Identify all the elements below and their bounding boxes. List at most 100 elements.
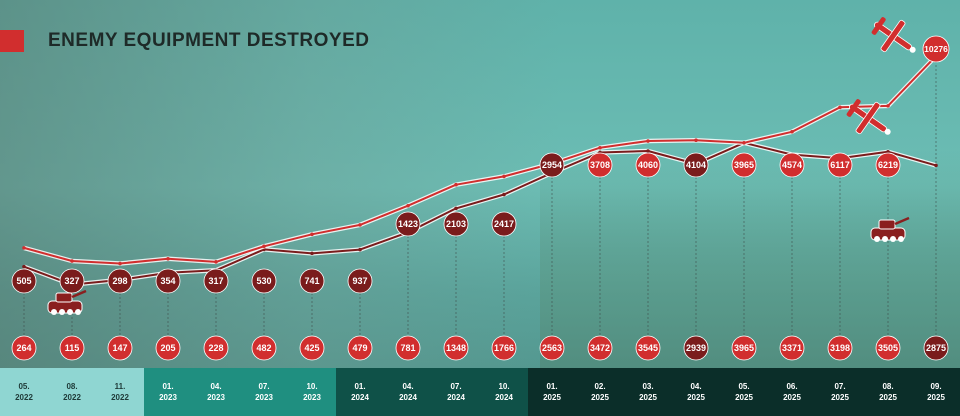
data-point [70,259,74,263]
data-label-lower-bubble [155,335,181,361]
x-tick-year: 2023 [207,393,225,402]
data-label-lower-bubble [11,335,37,361]
x-tick-year: 2025 [927,393,945,402]
data-label-upper: 1423 [398,219,418,229]
data-label-lower: 228 [208,343,223,353]
x-tick-month: 03. [642,382,654,391]
x-tick-label: 10. 2024 [480,368,528,416]
x-tick-month: 10. [498,382,510,391]
x-tick-month: 09. [930,382,942,391]
data-label-lower: 781 [400,343,415,353]
data-label-lower-bubble [299,335,325,361]
data-label-lower-bubble [731,335,757,361]
data-label-lower: 2563 [542,343,562,353]
data-label-upper-bubble [922,35,950,63]
data-label-upper: 354 [160,276,175,286]
x-tick-label: 10. 2023 [288,368,336,416]
data-point [502,192,506,197]
data-label-lower: 115 [65,343,80,353]
data-label-lower-bubble [683,335,709,361]
data-label-lower: 425 [304,343,319,353]
x-tick-label: 05. 2022 [0,368,48,416]
x-tick-label: 08. 2022 [48,368,96,416]
data-label-lower-bubble [347,335,373,361]
data-label-upper: 3708 [590,160,610,170]
title-accent-mark [0,30,24,52]
data-point [934,163,938,168]
x-tick-year: 2022 [15,393,33,402]
data-label-upper: 2954 [542,160,562,170]
data-point [406,203,410,208]
data-point [166,256,170,261]
data-label-lower: 3198 [830,343,850,353]
x-tick-month: 01. [354,382,366,391]
x-tick-label: 01. 2025 [528,368,576,416]
x-tick-year: 2025 [783,393,801,402]
background-drones-sky [540,150,960,370]
x-tick-month: 04. [210,382,222,391]
data-point [838,105,842,110]
data-label-lower: 3545 [638,343,658,353]
x-tick-year: 2022 [111,393,129,402]
x-tick-month: 08. [66,382,78,391]
data-point [454,182,458,187]
data-label-lower-bubble [587,335,613,361]
data-label-lower: 1766 [494,343,514,353]
data-label-upper-bubble [683,152,709,178]
data-label-lower-bubble [827,335,853,361]
x-tick-month: 05. [18,382,30,391]
data-point [646,149,650,153]
data-point [742,140,746,145]
x-tick-label: 02. 2025 [576,368,624,416]
data-label-upper: 4060 [638,160,658,170]
data-label-lower-bubble [491,335,517,361]
x-tick-month: 06. [786,382,798,391]
x-tick-month: 04. [402,382,414,391]
data-label-lower: 3505 [878,343,898,353]
data-label-upper-bubble [827,152,853,178]
x-tick-month: 10. [306,382,318,391]
data-label-lower-bubble [923,335,949,361]
x-tick-label: 01. 2023 [144,368,192,416]
x-tick-year: 2025 [735,393,753,402]
data-label-lower-bubble [443,335,469,361]
data-point [358,247,362,252]
series-line-upper [23,55,937,265]
data-label-upper-bubble [491,211,517,237]
data-label-upper: 4104 [686,160,706,170]
data-label-lower: 3965 [734,343,754,353]
data-label-lower: 2875 [926,343,946,353]
data-label-lower: 479 [352,343,367,353]
x-tick-year: 2022 [63,393,81,402]
data-point [358,223,362,227]
x-tick-label: 07. 2023 [240,368,288,416]
data-label-upper: 298 [112,276,127,286]
data-label-upper: 3965 [734,160,754,170]
x-tick-label: 01. 2024 [336,368,384,416]
data-label-upper: 530 [256,276,271,286]
data-label-lower-bubble [107,335,133,361]
x-tick-month: 07. [834,382,846,391]
data-label-upper-bubble [395,211,421,237]
data-point [262,244,266,249]
data-label-lower: 482 [256,343,271,353]
data-label-upper-bubble [779,152,805,178]
data-point [454,206,458,211]
data-label-lower: 1348 [446,343,466,353]
data-point [502,174,506,179]
data-point [22,264,26,269]
data-label-upper-bubble [155,268,181,294]
data-point [646,139,650,143]
x-tick-year: 2025 [831,393,849,402]
x-tick-month: 07. [258,382,270,391]
x-axis: 05. 2022 08. 2022 11. 2022 01. 2023 04. 2023 07. 20… [0,368,960,416]
data-label-upper: 741 [304,276,319,286]
x-tick-year: 2024 [495,393,513,402]
x-tick-year: 2025 [639,393,657,402]
data-label-lower: 147 [112,343,127,353]
data-label-upper-bubble [251,268,277,294]
x-tick-year: 2025 [879,393,897,402]
drone-icon [871,17,916,53]
data-label-lower: 3371 [782,343,802,353]
data-point [694,138,698,142]
